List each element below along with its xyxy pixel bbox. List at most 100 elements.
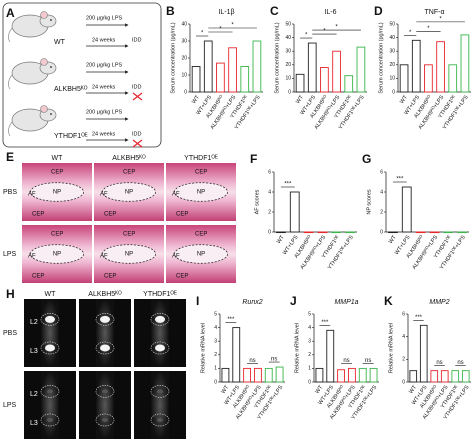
- panel-letter: I: [196, 294, 199, 308]
- bar: [276, 231, 286, 234]
- bar: [326, 329, 335, 383]
- spine-shadow: [41, 371, 59, 439]
- disc-outline: [95, 413, 115, 427]
- cep-label: CEP: [123, 232, 135, 238]
- y-tick-label: 30: [181, 38, 187, 44]
- y-tick-label: 0: [402, 379, 405, 385]
- y-tick-label: 3: [308, 339, 311, 345]
- y-tick-label: 1: [214, 366, 217, 372]
- significance-label: ns: [365, 358, 371, 364]
- disc: [102, 389, 108, 394]
- outcome-label: IDD: [132, 37, 142, 43]
- group-label: YTHDF1ᴼᴱ: [54, 133, 88, 140]
- significance-label: ***: [396, 177, 404, 183]
- panel-letter: J: [290, 294, 297, 308]
- significance-label: ns: [343, 358, 349, 364]
- panel-letter: G: [362, 152, 371, 166]
- y-tick-label: 4: [308, 325, 311, 331]
- duration-label: 24 weeks: [92, 131, 115, 137]
- disc: [47, 417, 53, 422]
- panel-letter: H: [6, 287, 15, 301]
- y-axis-label: Relative mRNA level: [388, 323, 394, 373]
- y-axis-label: Serum concentration (pg/mL): [170, 22, 176, 93]
- bar: [191, 66, 201, 93]
- mouse-eye: [50, 66, 52, 68]
- y-tick-label: 4: [214, 325, 217, 331]
- x-tick-label: WT: [388, 234, 398, 245]
- x-tick-label: WT: [276, 234, 286, 245]
- cep-label: CEP: [51, 170, 63, 176]
- spine-shadow: [151, 299, 169, 367]
- np-label: NP: [197, 190, 205, 196]
- level-label: L3: [30, 348, 38, 355]
- bar: [344, 75, 354, 93]
- bar: [315, 367, 324, 383]
- bar: [252, 40, 262, 93]
- bar: [253, 367, 262, 383]
- bar: [303, 231, 314, 234]
- disc-outline: [95, 341, 115, 355]
- cep-label: CEP: [176, 274, 188, 280]
- significance-label: ***: [321, 320, 329, 326]
- cep-label: CEP: [195, 232, 207, 238]
- significance-label: ***: [415, 315, 423, 321]
- af-label: AF: [172, 192, 180, 198]
- y-axis-label: Serum concentration (pg/mL): [378, 22, 384, 93]
- outcome-label: IDD: [132, 84, 142, 90]
- bar: [232, 327, 241, 383]
- panel-letter: A: [6, 6, 15, 20]
- bar: [409, 370, 418, 383]
- x-tick-label: WT: [295, 94, 305, 105]
- y-tick-label: 2: [380, 209, 383, 215]
- np-outline: [174, 244, 228, 264]
- chart-title: IL-6: [324, 9, 336, 16]
- row-label: LPS: [3, 402, 17, 409]
- np-outline: [102, 244, 156, 264]
- y-axis-label: Relative mRNA level: [294, 323, 300, 373]
- bar: [317, 231, 328, 234]
- cep-label: CEP: [123, 170, 135, 176]
- significance-label: ***: [227, 317, 235, 323]
- disc-outline: [150, 341, 170, 355]
- bar: [320, 67, 329, 93]
- spine-shadow: [151, 371, 169, 439]
- y-tick-label: 4: [402, 334, 405, 340]
- y-tick-label: 40: [181, 21, 187, 27]
- bar: [337, 369, 346, 383]
- significance-label: *: [323, 29, 326, 35]
- group-label: WT: [54, 39, 66, 46]
- bar: [411, 39, 421, 93]
- mouse-ear: [40, 105, 48, 113]
- mouse-tail: [8, 27, 13, 43]
- y-axis-label: Relative mRNA level: [200, 323, 206, 373]
- column-label: WT: [45, 291, 57, 298]
- np-outline: [174, 182, 228, 202]
- duration-label: 24 weeks: [92, 84, 115, 90]
- chart-title: TNF-α: [425, 9, 445, 16]
- panel-letter: C: [270, 4, 279, 18]
- significance-label: ***: [284, 182, 292, 188]
- significance-label: *: [335, 25, 338, 31]
- row-label: LPS: [3, 251, 17, 258]
- bar: [358, 367, 367, 383]
- mouse-eye: [50, 19, 52, 21]
- y-axis-label: AF scores: [254, 189, 260, 214]
- bar: [216, 62, 225, 93]
- panel-letter: B: [166, 4, 175, 18]
- mouse-eye: [50, 113, 52, 115]
- schematic: A WT 200 μg/kg LPS 24 weeks IDD ALKBH5ᴷᴼ 200 …: [2, 2, 162, 148]
- af-label: AF: [100, 254, 108, 260]
- bar: [460, 34, 470, 93]
- cep-label: CEP: [176, 212, 188, 218]
- x-tick-label: WT: [399, 94, 409, 105]
- chart-title: Runx2: [242, 299, 262, 306]
- disc: [100, 344, 110, 352]
- np-outline: [102, 182, 156, 202]
- y-tick-label: 6: [380, 169, 383, 175]
- y-tick-label: 2: [214, 352, 217, 358]
- bar: [448, 64, 458, 93]
- y-tick-label: 6: [268, 169, 271, 175]
- bar: [415, 231, 426, 234]
- np-outline: [30, 244, 84, 264]
- x-tick-label: WT: [220, 384, 230, 395]
